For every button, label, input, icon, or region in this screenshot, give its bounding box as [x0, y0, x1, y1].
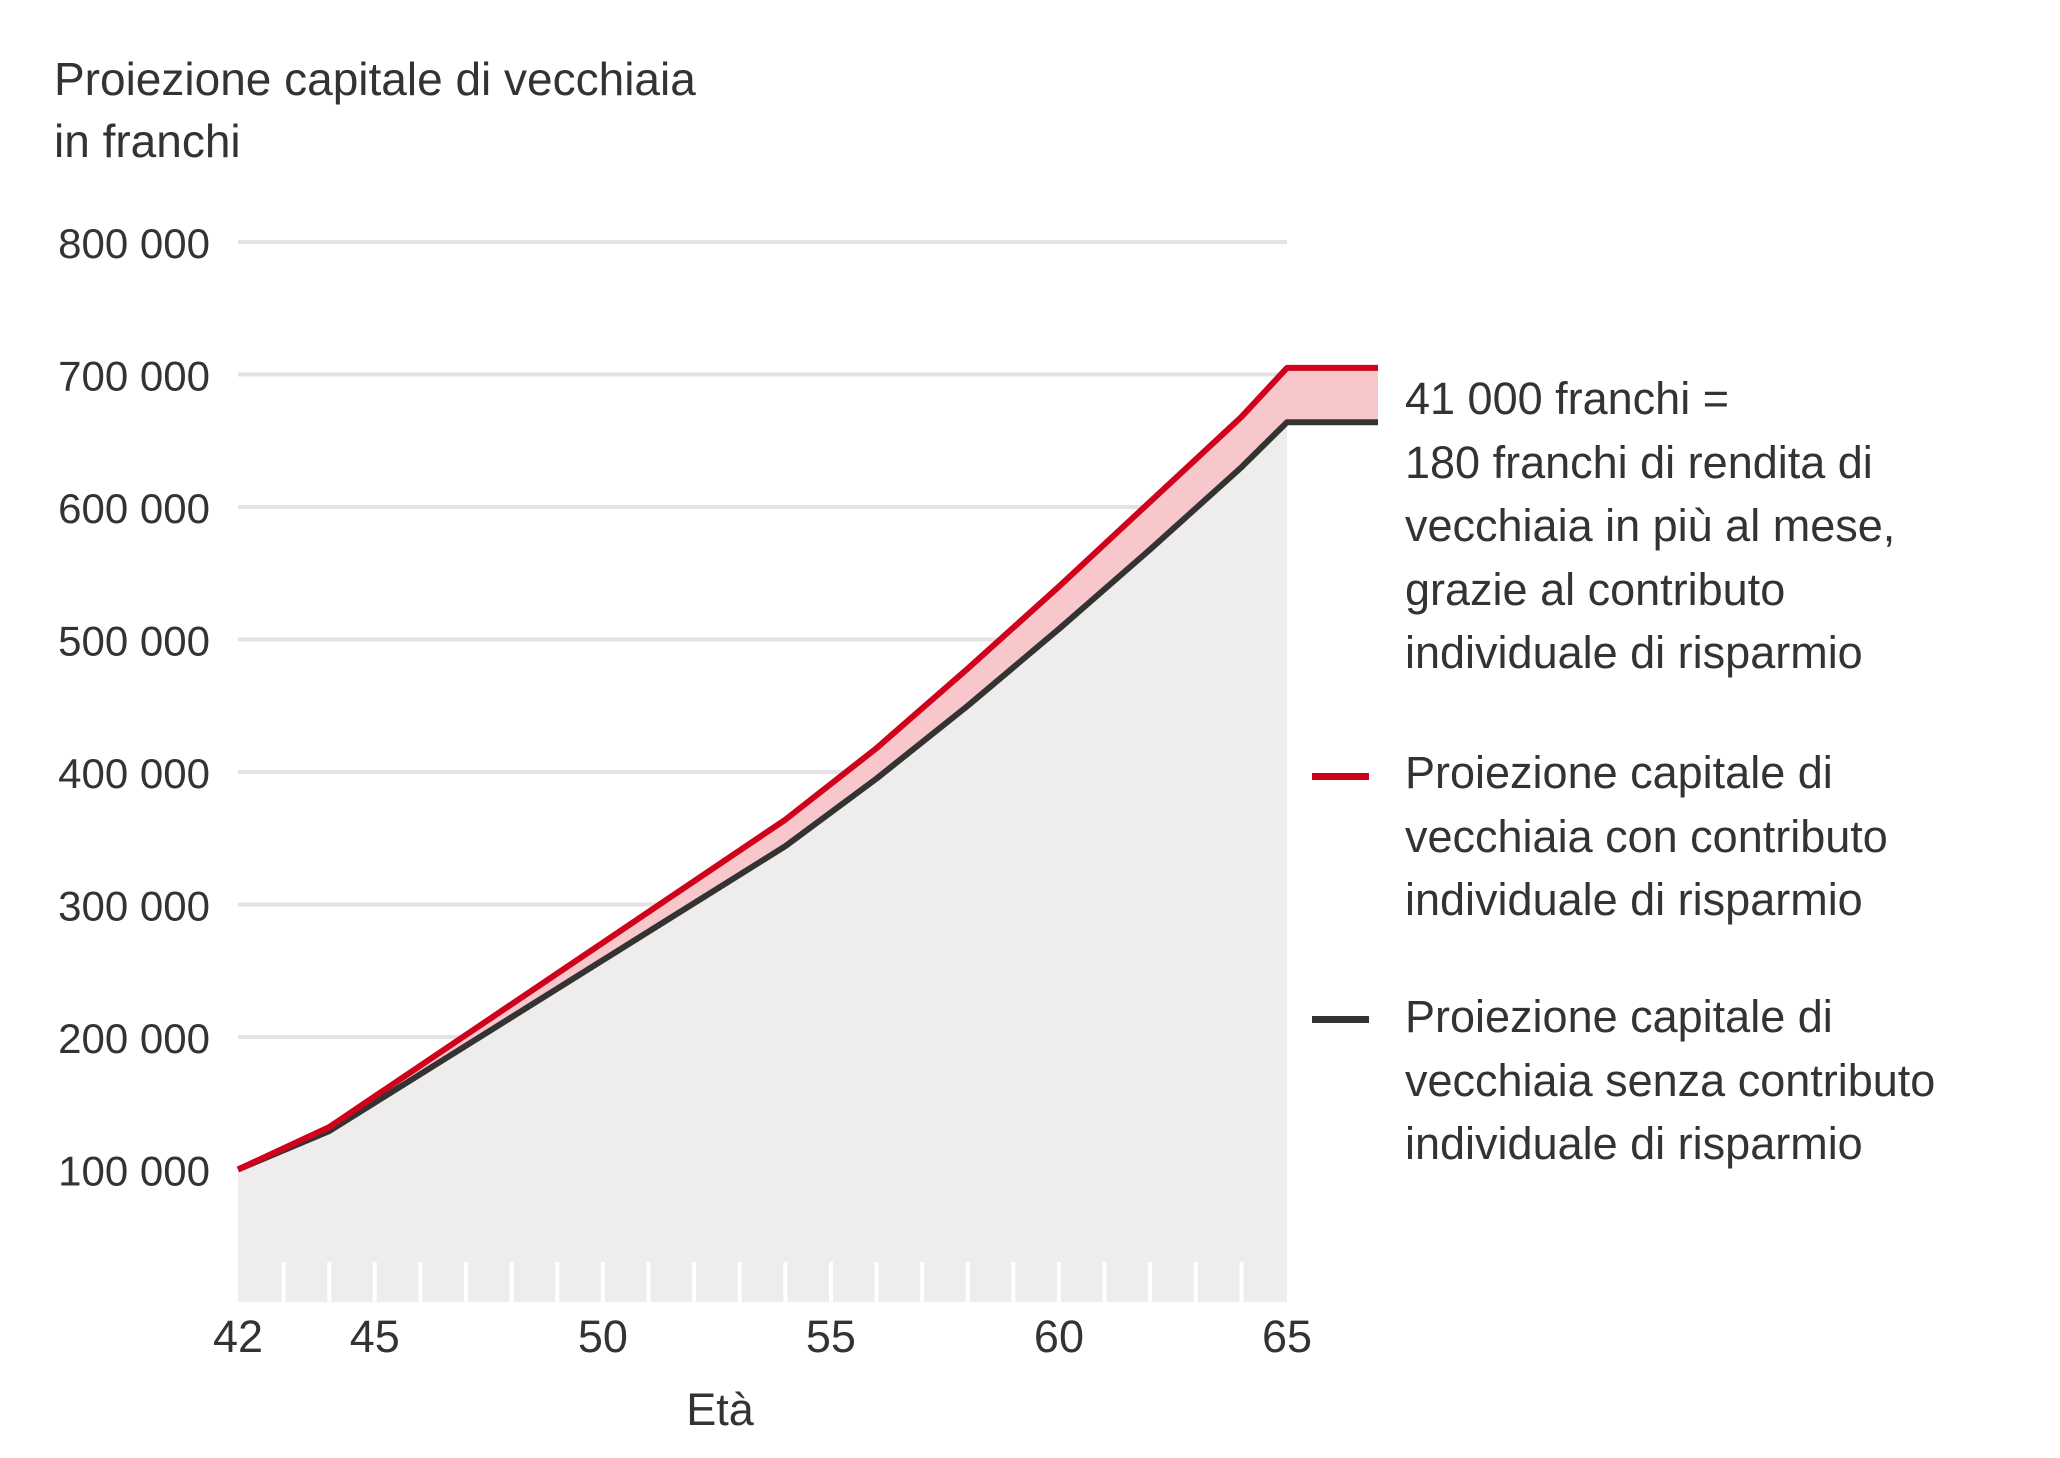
- y-tick-label: 600 000: [58, 485, 210, 532]
- annotation-line-1: 41 000 franchi =: [1405, 373, 1729, 424]
- y-axis-labels: 100 000 200 000 300 000 400 000 500 000 600 0…: [58, 220, 210, 1195]
- legend-label-with-contribution: Proiezione capitale di vecchiaia con con…: [1405, 747, 1888, 925]
- y-tick-label: 100 000: [58, 1148, 210, 1195]
- x-tick-label: 42: [213, 1311, 263, 1362]
- x-tick-label: 60: [1034, 1311, 1084, 1362]
- y-tick-label: 400 000: [58, 750, 210, 797]
- legend-label-without-contribution: Proiezione capitale di vecchiaia senza c…: [1405, 991, 1936, 1169]
- y-tick-label: 200 000: [58, 1015, 210, 1062]
- series-line-with-contribution: [236, 364, 1378, 1173]
- annotation-line-2: 180 franchi di rendita di: [1405, 436, 1873, 488]
- x-tick-label: 65: [1262, 1311, 1312, 1362]
- series-line-without-contribution: [236, 419, 1378, 1173]
- chart-title-line-1: Proiezione capitale di vecchiaia: [54, 53, 696, 105]
- y-tick-label: 700 000: [58, 353, 210, 400]
- legend-swatch-without-contribution: [1312, 1016, 1369, 1023]
- chart-title-line-2: in franchi: [54, 115, 241, 167]
- annotation-line-3: vecchiaia in più al mese,: [1405, 500, 1896, 551]
- x-tick-label: 45: [350, 1311, 400, 1362]
- difference-annotation: 41 000 franchi = 180 franchi di rendita …: [1405, 367, 2025, 685]
- series-lines: [236, 364, 1378, 1173]
- legend-swatch-with-contribution: [1312, 773, 1369, 780]
- x-axis-title: Età: [686, 1384, 755, 1435]
- x-tick-label: 50: [578, 1311, 628, 1362]
- x-tick-marks: [281, 1262, 1244, 1302]
- difference-area: [238, 367, 1378, 1170]
- x-axis-labels: 42 45 50 55 60 65: [213, 1311, 1312, 1362]
- y-tick-label: 500 000: [58, 618, 210, 665]
- y-tick-label: 300 000: [58, 883, 210, 930]
- y-tick-label: 800 000: [58, 220, 210, 267]
- x-tick-label: 55: [806, 1311, 856, 1362]
- annotation-line-4: grazie al contributo: [1405, 563, 1786, 615]
- annotation-line-5: individuale di risparmio: [1405, 627, 1863, 678]
